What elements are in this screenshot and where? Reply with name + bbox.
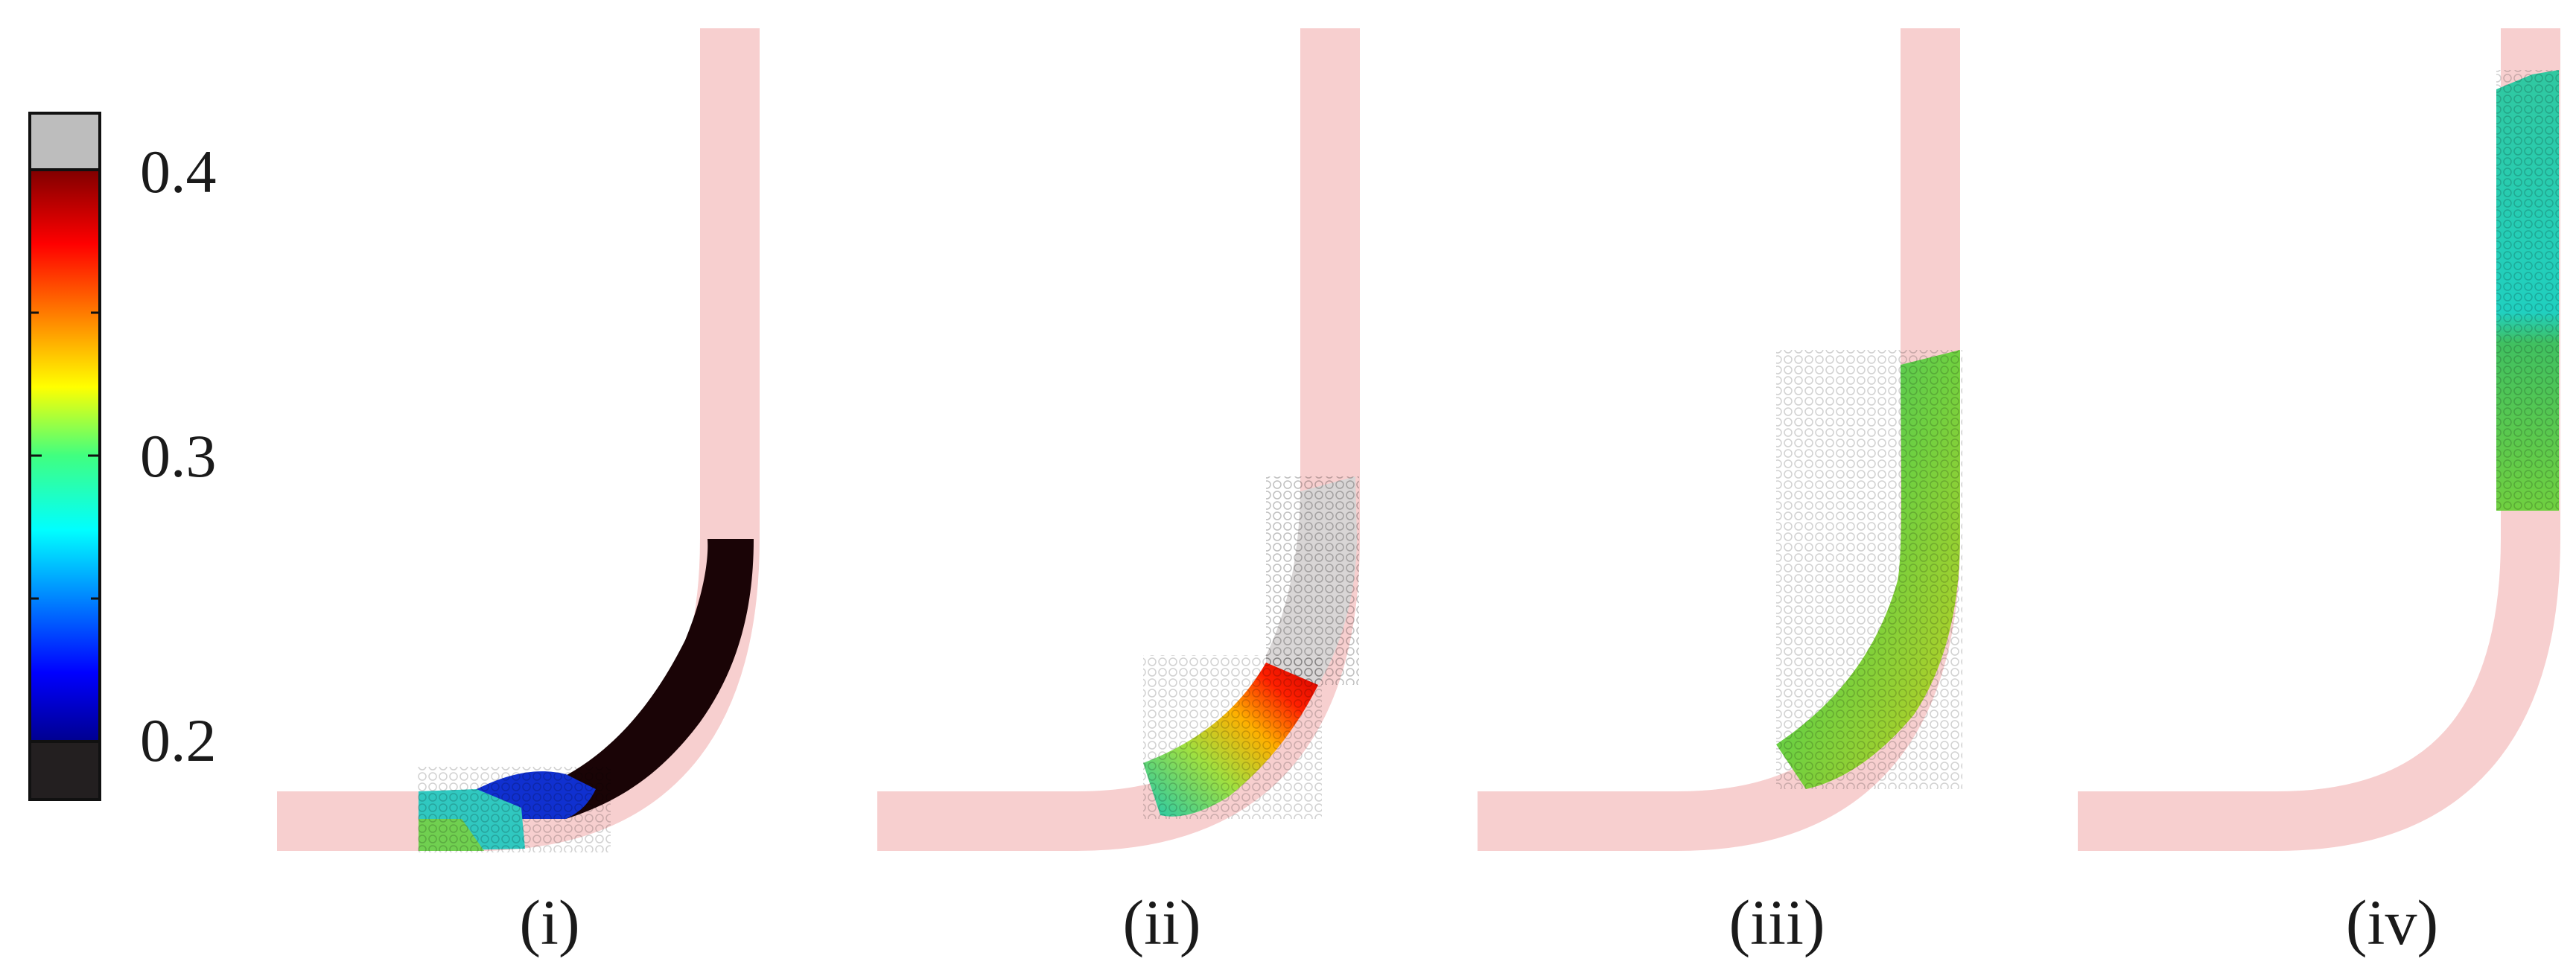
panel-label-ii: (ii) (1122, 887, 1200, 958)
colorbar-ticks (30, 168, 100, 743)
texture-colored-ii (1143, 655, 1322, 819)
colorbar-tick-label-min: 0.2 (140, 706, 217, 774)
colorbar-over-swatch (28, 112, 101, 171)
colorbar-tick-label-max: 0.4 (140, 138, 217, 205)
colorbar-tick-label-mid: 0.3 (140, 422, 217, 490)
texture-iv (2496, 70, 2559, 511)
panel-label-iii: (iii) (1729, 887, 1825, 958)
panel-iii: (iii) (1478, 28, 1962, 958)
panel-label-i: (i) (519, 887, 579, 958)
texture-iii (1776, 350, 1962, 789)
colorbar: 0.4 0.3 0.2 (28, 112, 217, 801)
colorbar-under-swatch (28, 740, 101, 801)
panel-label-iv: (iv) (2346, 887, 2438, 958)
panel-ii: (ii) (877, 28, 1360, 958)
panel-i: (i) (277, 28, 760, 958)
texture-white-ii (1266, 476, 1359, 685)
texture-i (417, 767, 611, 852)
panel-iv: (iv) (2078, 28, 2560, 958)
pipe-iv (2078, 28, 2560, 851)
